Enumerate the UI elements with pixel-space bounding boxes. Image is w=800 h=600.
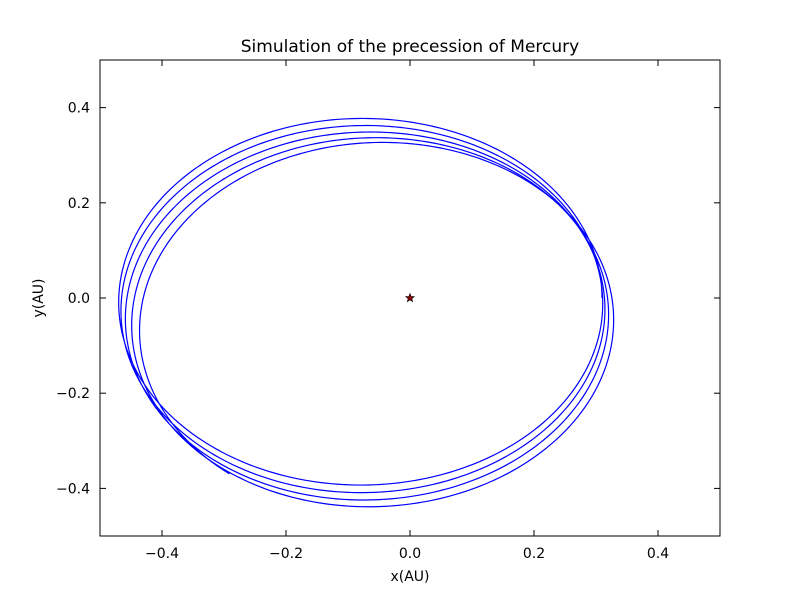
y-tick-label: 0.2 (68, 196, 90, 212)
x-tick-label: 0.2 (523, 546, 545, 562)
y-tick-label: 0.4 (68, 101, 90, 117)
plot-frame (99, 59, 721, 537)
y-axis-label: y(AU) (31, 278, 47, 317)
mercury-orbit-line (118, 117, 615, 508)
chart-title: Simulation of the precession of Mercury (241, 37, 579, 57)
x-tick-label: −0.2 (269, 546, 303, 562)
x-tick-label: 0.4 (647, 546, 669, 562)
plot-area (118, 117, 615, 508)
x-tick-label: −0.4 (145, 546, 179, 562)
y-tick-label: −0.4 (56, 481, 90, 497)
y-tick-label: −0.2 (56, 386, 90, 402)
y-tick-label: 0.0 (68, 291, 90, 307)
x-tick-label: 0.0 (399, 546, 421, 562)
x-axis-label: x(AU) (390, 569, 429, 585)
sun-star-marker (404, 292, 416, 303)
axis-ticks: −0.4 −0.2 0.0 0.2 0.4 −0.4 −0.2 0.0 0.2 0.4 (56, 60, 720, 562)
